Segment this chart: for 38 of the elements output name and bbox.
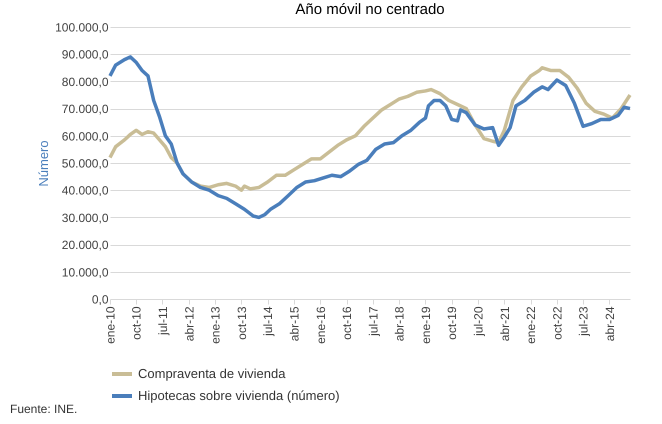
y-axis-title: Número	[36, 140, 52, 187]
x-tick-label: ene-13	[208, 306, 223, 344]
x-tick-label: oct-16	[340, 306, 354, 340]
x-tick-label: ene-10	[104, 306, 118, 344]
y-tick-label: 0,0	[92, 292, 109, 306]
legend-label: Hipotecas sobre vivienda (número)	[138, 388, 340, 403]
line-series	[108, 55, 632, 220]
y-tick-label: 80.000,0	[62, 74, 109, 89]
source-note: Fuente: INE.	[10, 402, 78, 416]
x-tick-label: jul-14	[261, 306, 276, 337]
x-tick-label: abr-21	[498, 306, 512, 342]
x-tick-label: oct-13	[234, 306, 249, 340]
x-tick-label: ene-22	[524, 306, 538, 344]
y-tick-label: 50.000,0	[62, 156, 109, 170]
y-tick-label: 40.000,0	[62, 184, 109, 198]
y-tick-label: 90.000,0	[62, 48, 109, 62]
y-tick-label: 70.000,0	[62, 102, 109, 116]
x-tick-label: abr-15	[287, 306, 302, 342]
x-tick-label: abr-12	[182, 306, 196, 342]
x-tick-label: jul-17	[366, 306, 380, 337]
x-tick-label: ene-19	[418, 306, 433, 344]
x-tick-label: jul-11	[156, 306, 170, 336]
x-tick-label: oct-10	[130, 306, 144, 340]
line-series	[108, 66, 632, 192]
y-tick-label: 10.000,0	[62, 265, 109, 280]
legend-label: Compraventa de vivienda	[138, 366, 286, 381]
x-tick-label: abr-18	[392, 306, 407, 342]
y-tick-label: 60.000,0	[62, 129, 109, 144]
y-tick-label: 20.000,0	[62, 238, 109, 252]
chart-title: Año móvil no centrado	[295, 1, 445, 18]
x-tick-label: jul-20	[471, 306, 486, 337]
x-tick-label: oct-19	[445, 306, 460, 340]
y-tick-label: 100.000,0	[55, 20, 109, 34]
y-tick-label: 30.000,0	[62, 210, 109, 225]
x-tick-label: ene-16	[314, 306, 328, 344]
x-tick-label: abr-24	[602, 306, 617, 342]
x-tick-label: oct-22	[550, 306, 564, 340]
x-tick-label: jul-23	[576, 306, 591, 337]
